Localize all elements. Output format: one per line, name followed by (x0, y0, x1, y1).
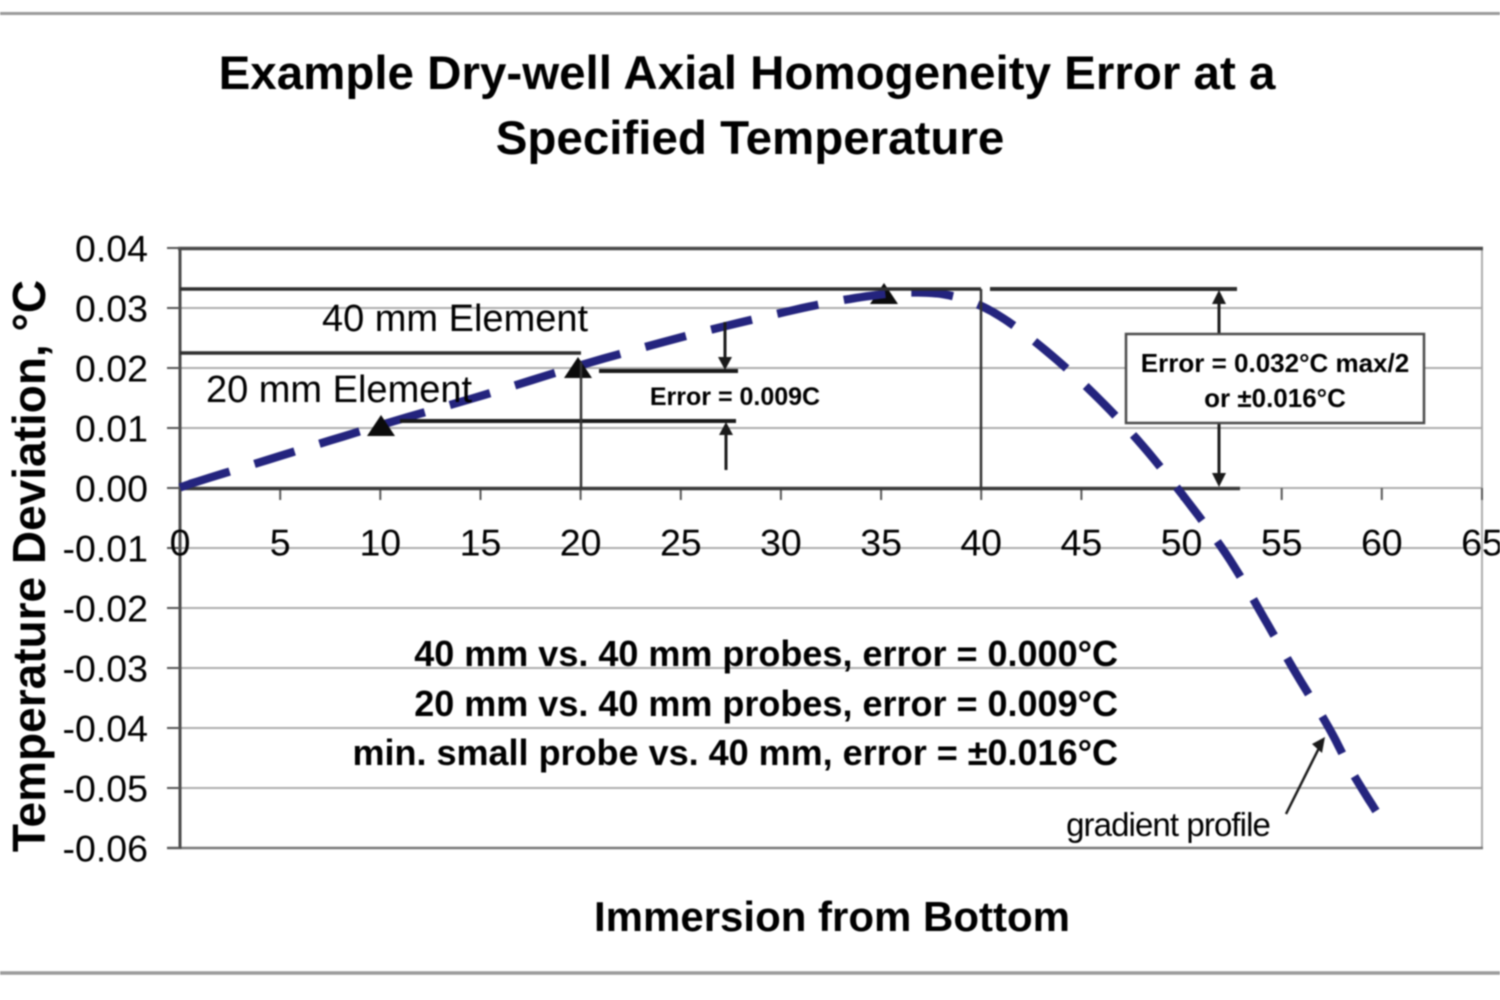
svg-text:min. small probe vs. 40 mm, er: min. small probe vs. 40 mm, error = ±0.0… (353, 732, 1119, 773)
svg-text:45: 45 (1061, 522, 1103, 564)
svg-text:Example Dry-well Axial Homogen: Example Dry-well Axial Homogeneity Error… (219, 47, 1276, 100)
svg-text:-0.06: -0.06 (63, 828, 148, 870)
svg-text:Error = 0.032°C max/2: Error = 0.032°C max/2 (1141, 348, 1409, 378)
svg-text:30: 30 (760, 522, 802, 564)
svg-text:60: 60 (1361, 522, 1403, 564)
svg-text:0.01: 0.01 (75, 408, 148, 450)
svg-text:50: 50 (1161, 522, 1203, 564)
svg-text:0.04: 0.04 (75, 228, 148, 270)
svg-text:35: 35 (860, 522, 902, 564)
svg-text:Error = 0.009C: Error = 0.009C (650, 383, 820, 411)
svg-text:-0.02: -0.02 (63, 588, 148, 630)
svg-text:-0.03: -0.03 (63, 648, 148, 690)
svg-text:5: 5 (270, 522, 291, 564)
svg-text:Specified Temperature: Specified Temperature (496, 112, 1005, 165)
svg-text:Immersion from Bottom: Immersion from Bottom (594, 893, 1070, 940)
svg-text:20: 20 (560, 522, 602, 564)
svg-text:40 mm Element: 40 mm Element (322, 298, 589, 340)
svg-text:40 mm vs. 40 mm probes, error: 40 mm vs. 40 mm probes, error = 0.000°C (414, 633, 1118, 674)
svg-text:20 mm vs. 40 mm probes, error: 20 mm vs. 40 mm probes, error = 0.009°C (414, 683, 1118, 724)
svg-text:20 mm Element: 20 mm Element (206, 369, 473, 411)
svg-text:-0.01: -0.01 (63, 528, 148, 570)
svg-text:-0.04: -0.04 (63, 708, 148, 750)
svg-text:15: 15 (460, 522, 502, 564)
svg-text:65: 65 (1461, 522, 1500, 564)
svg-text:or ±0.016°C: or ±0.016°C (1204, 383, 1346, 413)
svg-text:0.03: 0.03 (75, 288, 148, 330)
svg-text:-0.05: -0.05 (63, 768, 148, 810)
svg-text:gradient profile: gradient profile (1066, 806, 1270, 843)
svg-text:40: 40 (960, 522, 1002, 564)
svg-text:25: 25 (660, 522, 702, 564)
svg-text:0: 0 (170, 522, 191, 564)
svg-text:10: 10 (359, 522, 401, 564)
svg-text:55: 55 (1261, 522, 1303, 564)
svg-text:0.00: 0.00 (75, 468, 148, 510)
svg-text:0.02: 0.02 (75, 348, 148, 390)
svg-text:Temperature Deviation, °C: Temperature Deviation, °C (3, 280, 55, 852)
